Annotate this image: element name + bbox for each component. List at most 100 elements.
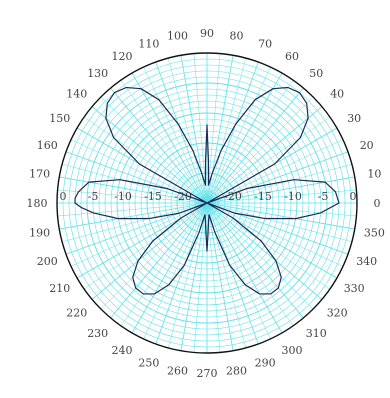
angle-tick-label: 350 (364, 227, 385, 240)
angle-tick-label: 320 (327, 306, 348, 319)
radial-tick-label: -20 (224, 190, 242, 203)
angle-tick-label: 160 (37, 139, 58, 152)
pattern-trace-layer (74, 86, 340, 295)
grid-spoke (193, 202, 208, 353)
angle-tick-label: 340 (356, 255, 377, 268)
angle-tick-label: 30 (347, 112, 361, 125)
angle-tick-label: 280 (226, 364, 247, 377)
grid-spoke (206, 58, 247, 204)
grid-spoke (206, 53, 221, 204)
angle-tick-label: 220 (66, 306, 87, 319)
radial-tick-label: -15 (144, 190, 162, 203)
grid-spoke (83, 116, 208, 204)
grid-spoke (206, 61, 259, 204)
angle-tick-label: 300 (282, 344, 303, 357)
grid-spoke (206, 55, 234, 204)
angle-tick-label: 210 (49, 282, 70, 295)
angle-tick-label: 180 (27, 197, 48, 210)
grid-spoke (206, 202, 323, 300)
pattern-trace (74, 86, 340, 295)
grid-spoke (206, 202, 331, 290)
angle-tick-label: 80 (230, 30, 244, 43)
angle-tick-label: 250 (138, 357, 159, 370)
grid-spoke (206, 202, 283, 334)
grid-spoke (206, 202, 271, 340)
grid-spoke (180, 55, 208, 204)
grid-spoke (155, 61, 208, 204)
grid-spoke (206, 202, 221, 353)
grid-spoke (206, 163, 352, 204)
grid-spoke (57, 202, 208, 217)
grid-spoke (62, 163, 208, 204)
grid-spoke (206, 202, 357, 217)
grid-spoke (206, 202, 294, 327)
outer-ring (56, 52, 358, 354)
grid-spoke (91, 202, 208, 300)
angle-tick-label: 0 (374, 197, 381, 210)
grid-spoke (83, 202, 208, 290)
angle-tick-label: 120 (112, 50, 133, 63)
grid-spoke (206, 96, 314, 204)
grid-spoke (206, 202, 259, 345)
grid-spoke (57, 189, 208, 204)
grid-spoke (120, 79, 208, 204)
grid-spoke (59, 202, 208, 230)
grid-spoke (100, 202, 208, 310)
grid-spoke (120, 202, 208, 327)
grid-spoke (206, 139, 344, 204)
angle-tick-label: 170 (29, 168, 50, 181)
angle-tick-label: 90 (200, 27, 214, 40)
angle-tick-label: 270 (197, 367, 218, 380)
radial-tick-label: -15 (254, 190, 272, 203)
grid-spoke (206, 176, 355, 204)
grid-spoke (206, 202, 304, 319)
angle-tick-label: 40 (330, 88, 344, 101)
grid-spoke (143, 66, 208, 204)
grid-spoke (91, 106, 208, 204)
angle-tick-label: 200 (37, 255, 58, 268)
angle-tick-label: 110 (138, 37, 159, 50)
grid-spoke (206, 72, 283, 204)
angle-tick-label: 100 (167, 30, 188, 43)
grid-spoke (62, 202, 208, 243)
angle-tick-label: 50 (309, 67, 323, 80)
radial-tick-label: -10 (114, 190, 132, 203)
angle-tick-label: 70 (258, 37, 272, 50)
grid-spoke (110, 202, 208, 319)
radial-tick-label: 0 (60, 190, 67, 203)
grid-spoke (110, 87, 208, 204)
grid-spoke (70, 139, 208, 204)
grid-spoke (206, 66, 271, 204)
radial-tick-label: 0 (350, 190, 357, 203)
angle-tick-label: 290 (255, 357, 276, 370)
radial-tick-label: -10 (284, 190, 302, 203)
grid-spoke (131, 202, 208, 334)
grid-spoke (206, 106, 323, 204)
grid-spoke (206, 202, 355, 230)
grid-spoke (70, 202, 208, 267)
angle-tick-label: 60 (285, 50, 299, 63)
grid-spoke (206, 202, 234, 351)
radial-tick-label: -5 (318, 190, 329, 203)
grid-spoke (100, 96, 208, 204)
grid-spoke (206, 202, 344, 267)
radial-tick-labels: 0 -5 -10 -15 -20 -20 -15 -10 -5 0 (60, 190, 357, 203)
grid-spoke (59, 176, 208, 204)
angle-tick-label: 230 (87, 327, 108, 340)
grid-spoke (143, 202, 208, 340)
grid-spoke (206, 202, 314, 310)
grid-spoke (206, 202, 352, 243)
angle-tick-label: 330 (344, 282, 365, 295)
angle-tick-label: 10 (367, 168, 381, 181)
grid-spoke (131, 72, 208, 204)
grid-spoke (167, 58, 208, 204)
grid-spoke (206, 79, 294, 204)
grid-spoke (180, 202, 208, 351)
angle-tick-label: 130 (87, 67, 108, 80)
angle-tick-label: 190 (29, 227, 50, 240)
angle-tick-label: 260 (167, 364, 188, 377)
angle-tick-label: 140 (66, 88, 87, 101)
grid-spoke (155, 202, 208, 345)
